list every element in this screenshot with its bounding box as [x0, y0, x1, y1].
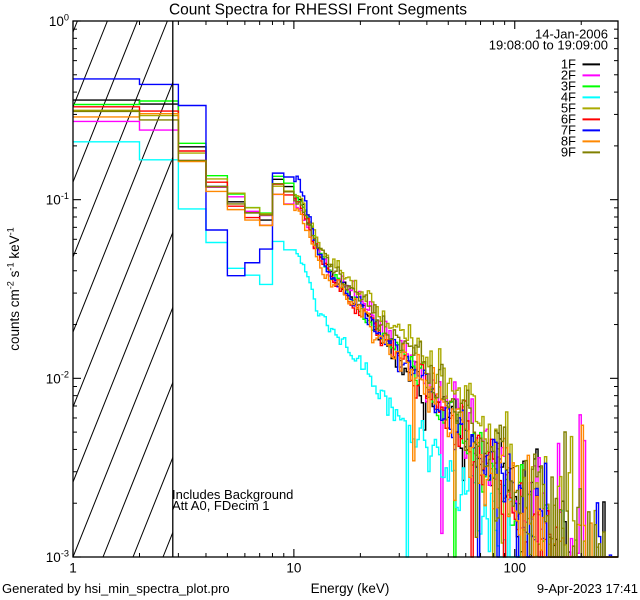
svg-text:10: 10: [286, 561, 301, 576]
svg-text:Generated by hsi_min_spectra_p: Generated by hsi_min_spectra_plot.pro: [2, 581, 230, 596]
svg-text:Count Spectra for RHESSI Front: Count Spectra for RHESSI Front Segments: [169, 2, 467, 19]
svg-text:Energy (keV): Energy (keV): [311, 581, 390, 596]
svg-text:9F: 9F: [561, 144, 576, 159]
svg-text:19:08:00 to 19:09:00: 19:08:00 to 19:09:00: [489, 38, 608, 53]
svg-text:100: 100: [504, 561, 527, 576]
svg-text:Att A0, FDecim 1: Att A0, FDecim 1: [172, 498, 270, 513]
svg-text:1: 1: [69, 561, 77, 576]
svg-text:9-Apr-2023 17:41: 9-Apr-2023 17:41: [537, 581, 638, 596]
